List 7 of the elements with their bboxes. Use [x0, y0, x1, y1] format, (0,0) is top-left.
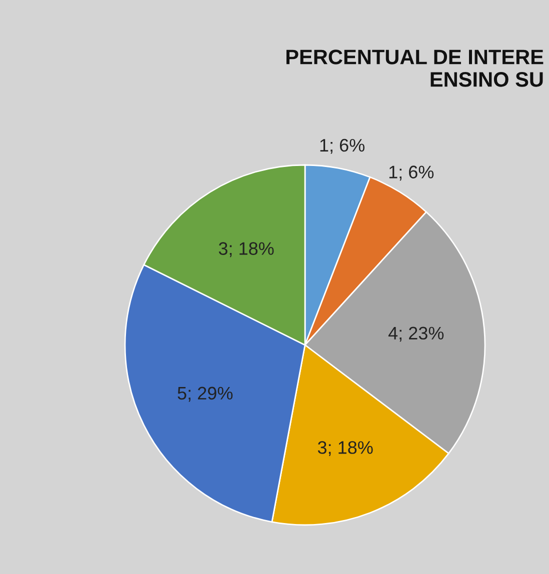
data-label: 3; 18%	[318, 441, 373, 456]
chart-title: PERCENTUAL DE INTERE ENSINO SU	[286, 50, 544, 87]
data-label: 1; 6%	[320, 138, 364, 154]
data-label: 5; 29%	[178, 386, 233, 402]
data-label: 4; 23%	[388, 326, 444, 342]
data-label: 3; 18%	[218, 242, 274, 258]
data-label: 1; 6%	[389, 166, 434, 181]
